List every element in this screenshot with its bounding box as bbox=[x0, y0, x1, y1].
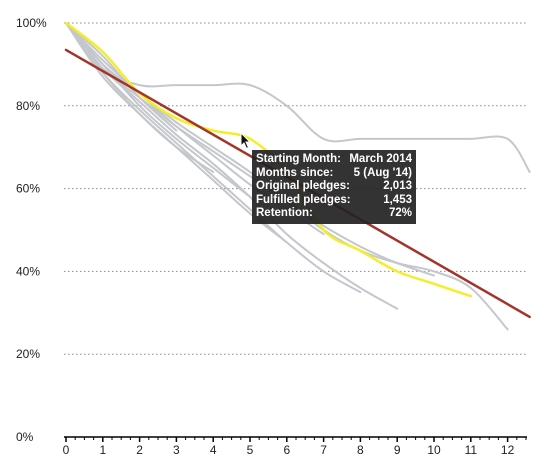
tooltip-label: Fulfilled pledges: bbox=[256, 193, 351, 206]
y-tick-label: 40% bbox=[16, 264, 40, 278]
x-tick-label: 11 bbox=[465, 443, 478, 457]
tooltip-value: 1,453 bbox=[383, 193, 412, 206]
y-tick-label: 60% bbox=[16, 182, 40, 196]
x-tick-label: 9 bbox=[394, 443, 401, 457]
y-tick-label: 100% bbox=[16, 16, 47, 30]
tooltip-label: Original pledges: bbox=[256, 180, 350, 192]
x-tick-label: 7 bbox=[320, 443, 327, 457]
cohort-line[interactable] bbox=[65, 22, 251, 198]
cohort-line[interactable] bbox=[65, 22, 531, 173]
tooltip-value: 2,013 bbox=[383, 180, 412, 192]
tooltip-label: Starting Month: bbox=[256, 153, 341, 165]
tooltip-row: Months since: 5 (Aug '14) bbox=[256, 167, 412, 181]
x-tick-label: 5 bbox=[247, 443, 254, 457]
tooltip-label: Retention: bbox=[256, 207, 313, 219]
x-tick-label: 6 bbox=[283, 443, 290, 457]
x-tick-label: 4 bbox=[210, 443, 217, 457]
x-axis: 0 1 2 3 4 5 6 7 8 9 10 11 12 bbox=[63, 436, 527, 457]
x-tick-label: 3 bbox=[173, 443, 180, 457]
gridlines bbox=[64, 22, 527, 355]
tooltip-row: Original pledges: 2,013 bbox=[256, 180, 412, 194]
tooltip-row: Starting Month: March 2014 bbox=[256, 153, 412, 167]
x-tick-label: 1 bbox=[99, 443, 106, 457]
mouse-pointer-icon bbox=[240, 132, 252, 150]
y-axis-ticks: 0% 20% 40% 60% 80% 100% bbox=[16, 16, 47, 444]
cohort-line[interactable] bbox=[65, 22, 215, 173]
y-tick-label: 80% bbox=[16, 99, 40, 113]
x-tick-label: 0 bbox=[63, 443, 70, 457]
y-tick-label: 20% bbox=[16, 347, 40, 361]
tooltip-row: Fulfilled pledges: 1,453 bbox=[256, 194, 412, 208]
x-tick-label: 12 bbox=[501, 443, 515, 457]
data-tooltip: Starting Month: March 2014 Months since:… bbox=[252, 150, 416, 224]
tooltip-value: 72% bbox=[388, 207, 412, 219]
x-tick-label: 2 bbox=[136, 443, 143, 457]
y-tick-label: 0% bbox=[16, 430, 34, 444]
x-tick-label: 10 bbox=[427, 443, 441, 457]
tooltip-row: Retention: 72% bbox=[256, 207, 412, 221]
tooltip-label: Months since: bbox=[256, 166, 334, 179]
tooltip-value: March 2014 bbox=[349, 153, 412, 165]
x-tick-label: 8 bbox=[357, 443, 364, 457]
tooltip-value: 5 (Aug '14) bbox=[353, 166, 412, 179]
cohort-line[interactable] bbox=[65, 22, 178, 132]
